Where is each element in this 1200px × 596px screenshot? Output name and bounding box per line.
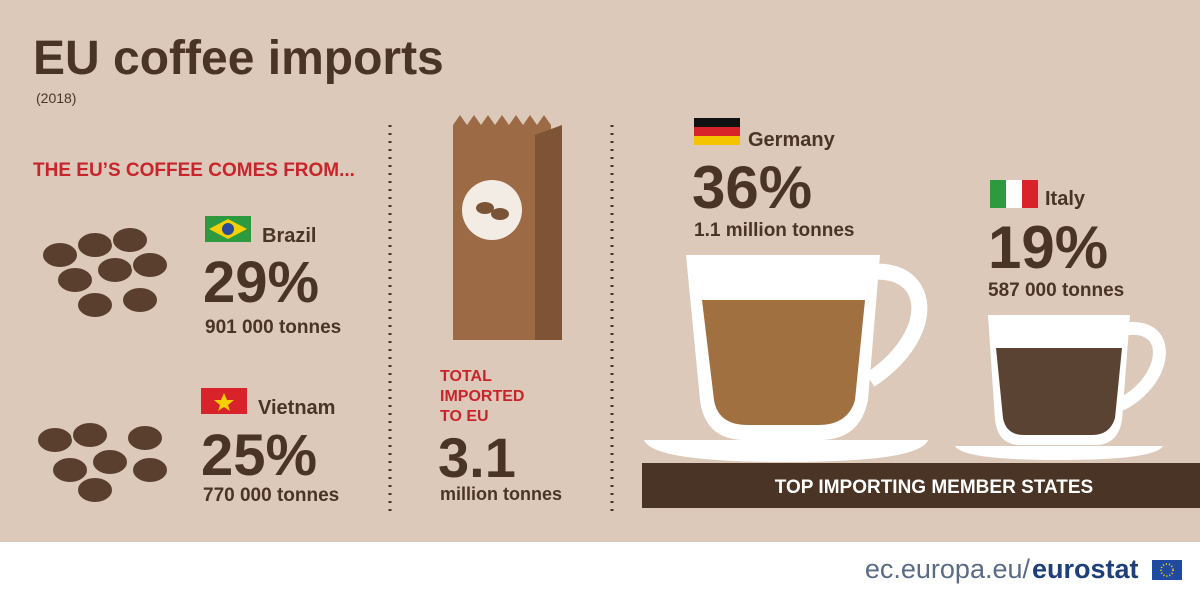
flag-brazil-globe [222,223,234,235]
eu-stars [1160,563,1174,577]
beans [36,226,169,504]
bag-bean [476,202,494,214]
flag-vietnam-star [214,393,234,411]
amount: 587 000 tonnes [988,280,1124,301]
cup-coffee [996,348,1122,435]
bag-bean [491,208,509,220]
footer-brand: eurostat [1032,554,1139,584]
flag-italy [1022,180,1038,208]
total-unit: million tonnes [440,484,562,504]
coffee-bag-side [535,125,562,340]
flag-germany [694,118,740,127]
flag-germany [694,136,740,145]
cup-handle [1116,322,1166,411]
country-name: Italy [1045,188,1086,210]
footer-site: ec.europa.eu/ [865,554,1031,584]
cup-coffee [702,300,865,425]
total-label: IMPORTED [440,388,524,405]
share: 29% [203,250,319,315]
saucer [955,446,1163,460]
share: 19% [988,214,1108,281]
total-value: 3.1 [438,426,516,489]
title: EU coffee imports [33,32,444,85]
country-name: Germany [748,129,836,151]
footer-band [0,542,1200,596]
country-name: Brazil [262,225,316,247]
amount: 901 000 tonnes [205,317,341,338]
share: 25% [201,423,317,488]
flag-italy [1006,180,1022,208]
amount: 1.1 million tonnes [694,220,854,241]
cup-handle [852,263,928,387]
subtitle: (2018) [36,90,76,106]
saucer [644,440,928,462]
share: 36% [692,154,812,221]
section-heading: THE EU’S COFFEE COMES FROM... [33,160,355,181]
amount: 770 000 tonnes [203,485,339,506]
total-label: TO EU [440,408,489,425]
flag-germany [694,127,740,136]
flag-italy [990,180,1006,208]
country-name: Vietnam [258,397,335,419]
eu-flag [1152,560,1182,580]
banner [642,463,1200,508]
banner-text: TOP IMPORTING MEMBER STATES [775,477,1093,498]
total-label: TOTAL [440,368,492,385]
